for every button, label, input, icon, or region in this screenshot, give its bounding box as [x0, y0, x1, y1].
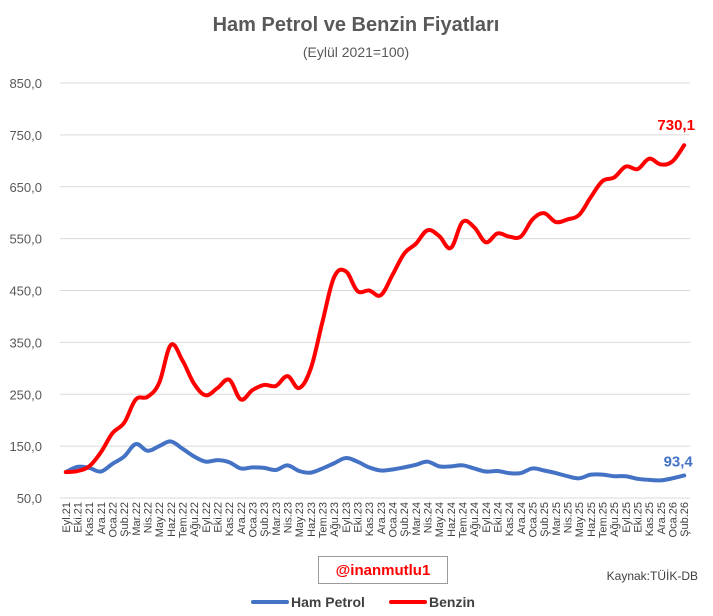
x-tick-label: Oca.26	[668, 502, 680, 537]
x-tick-label: Eki.24	[493, 502, 505, 533]
x-tick-label: Eyl.21	[61, 502, 73, 533]
x-tick-label: Oca.23	[248, 502, 260, 537]
x-tick-label: Eki.25	[633, 502, 645, 533]
y-tick-label: 50,0	[17, 491, 42, 506]
x-tick-label: Eyl.22	[201, 502, 213, 533]
x-tick-label: Eyl.23	[341, 502, 353, 533]
x-tick-label: Ağu.22	[189, 502, 201, 537]
x-tick-label: May.24	[434, 502, 446, 537]
x-tick-label: Nis.23	[283, 502, 295, 533]
x-tick-label: Şub.23	[259, 502, 271, 537]
x-tick-label: Ara.25	[656, 502, 668, 534]
y-tick-label: 150,0	[9, 439, 42, 454]
benzin-last-value-label: 730,1	[657, 117, 695, 134]
x-tick-label: Tem.24	[458, 502, 470, 538]
series-line-ham-petrol	[63, 439, 687, 483]
x-tick-label: Tem.22	[178, 502, 190, 538]
y-tick-label: 250,0	[9, 387, 42, 402]
x-tick-label: Kas.22	[224, 502, 236, 536]
x-tick-label: Nis.22	[143, 502, 155, 533]
x-tick-label: Nis.24	[423, 502, 435, 533]
y-tick-label: 350,0	[9, 335, 42, 350]
y-tick-label: 750,0	[9, 128, 42, 143]
x-tick-label: Haz.23	[306, 502, 318, 537]
x-tick-label: May.25	[574, 502, 586, 537]
x-axis-ticks: Eyl.21 Eki.21 Kas.21 Ara.21 Oca.22 Şub.22 Mar.…	[61, 502, 691, 538]
x-tick-label: Mar.24	[411, 502, 423, 536]
x-tick-label: Ağu.23	[329, 502, 341, 537]
y-tick-label: 550,0	[9, 232, 42, 247]
x-tick-label: Şub.24	[399, 502, 411, 537]
x-tick-label: Haz.25	[586, 502, 598, 537]
y-tick-label: 450,0	[9, 284, 42, 299]
chart-title: Ham Petrol ve Benzin Fiyatları	[213, 14, 500, 36]
x-tick-label: Ağu.24	[469, 502, 481, 537]
x-tick-label: Tem.25	[598, 502, 610, 538]
x-tick-label: Mar.23	[271, 502, 283, 536]
x-tick-label: Eki.22	[213, 502, 225, 533]
x-tick-label: May.23	[294, 502, 306, 537]
legend-label-ham-petrol: Ham Petrol	[291, 594, 365, 610]
x-tick-label: Şub.25	[539, 502, 551, 537]
series-line-benzin	[63, 143, 687, 475]
x-tick-label: Haz.24	[446, 502, 458, 537]
x-tick-label: Kas.21	[84, 502, 96, 536]
ham-petrol-last-value-label: 93,4	[664, 453, 694, 470]
x-tick-label: Şub.22	[119, 502, 131, 537]
x-tick-label: Kas.25	[644, 502, 656, 536]
x-tick-label: Eki.23	[353, 502, 365, 533]
x-tick-label: Şub.26	[679, 502, 691, 537]
series-lines	[63, 143, 687, 483]
x-tick-label: Ara.23	[376, 502, 388, 534]
x-tick-label: Eki.21	[73, 502, 85, 533]
x-tick-label: Oca.24	[388, 502, 400, 537]
x-tick-label: Nis.25	[563, 502, 575, 533]
x-tick-label: Ara.24	[516, 502, 528, 534]
x-tick-label: Mar.25	[551, 502, 563, 536]
source-note: Kaynak:TÜİK-DB	[607, 569, 698, 583]
watermark-handle: @inanmutlu1	[318, 556, 448, 584]
legend: Ham Petrol Benzin	[251, 594, 475, 610]
x-tick-label: Haz.22	[166, 502, 178, 537]
x-tick-label: Tem.23	[318, 502, 330, 538]
x-tick-label: Kas.24	[504, 502, 516, 536]
x-tick-label: Oca.22	[108, 502, 120, 537]
chart-subtitle: (Eylül 2021=100)	[303, 44, 409, 60]
x-tick-label: Eyl.24	[481, 502, 493, 533]
x-tick-label: Oca.25	[528, 502, 540, 537]
y-axis-ticks: 50,0 150,0 250,0 350,0 450,0 550,0 650,0 750,0 8…	[9, 76, 42, 506]
y-tick-label: 850,0	[9, 76, 42, 91]
legend-label-benzin: Benzin	[429, 594, 475, 610]
x-tick-label: Ara.22	[236, 502, 248, 534]
x-tick-label: Ağu.25	[609, 502, 621, 537]
x-tick-label: Ara.21	[96, 502, 108, 534]
x-tick-label: Mar.22	[131, 502, 143, 536]
y-tick-label: 650,0	[9, 180, 42, 195]
x-tick-label: Eyl.25	[621, 502, 633, 533]
x-tick-label: May.22	[154, 502, 166, 537]
gridlines	[60, 82, 690, 499]
x-tick-label: Kas.23	[364, 502, 376, 536]
